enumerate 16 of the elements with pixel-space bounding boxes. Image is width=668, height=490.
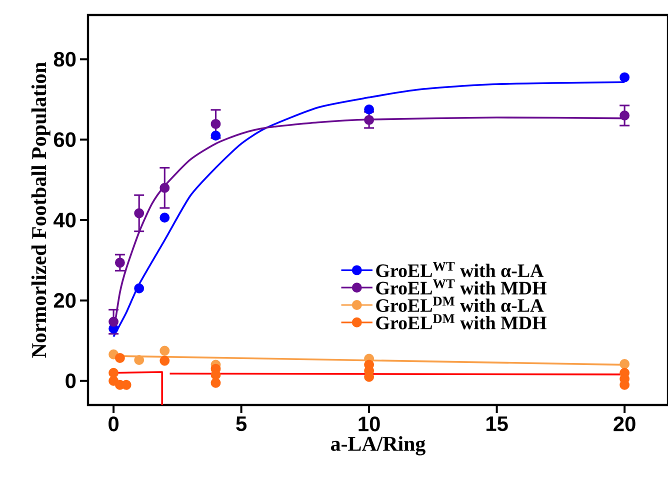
y-tick-label: 40 bbox=[54, 212, 76, 228]
x-tick-label: 5 bbox=[236, 416, 247, 432]
y-axis-title: Normorlized Football Population bbox=[31, 62, 50, 358]
y-tick-label: 80 bbox=[54, 52, 76, 67]
x-axis-title: a-LA/Ring bbox=[331, 436, 426, 456]
legend-label: GroEL$^{DM}$ with MDH bbox=[376, 314, 546, 330]
x-tick-label: 10 bbox=[358, 416, 380, 432]
x-tick-label: 15 bbox=[486, 416, 508, 432]
y-tick-label: 0 bbox=[66, 373, 76, 388]
y-tick-label: 20 bbox=[54, 293, 76, 308]
y-tick-label: 60 bbox=[54, 132, 76, 148]
x-tick-label: 20 bbox=[614, 416, 636, 432]
legend-label: GroEL$^{WT}$ with MDH bbox=[376, 279, 546, 295]
x-tick-label: 0 bbox=[108, 416, 119, 432]
legend-label: GroEL$^{DM}$ with α-LA bbox=[376, 296, 544, 312]
legend-label: GroEL$^{WT}$ with α-LA bbox=[376, 262, 544, 278]
